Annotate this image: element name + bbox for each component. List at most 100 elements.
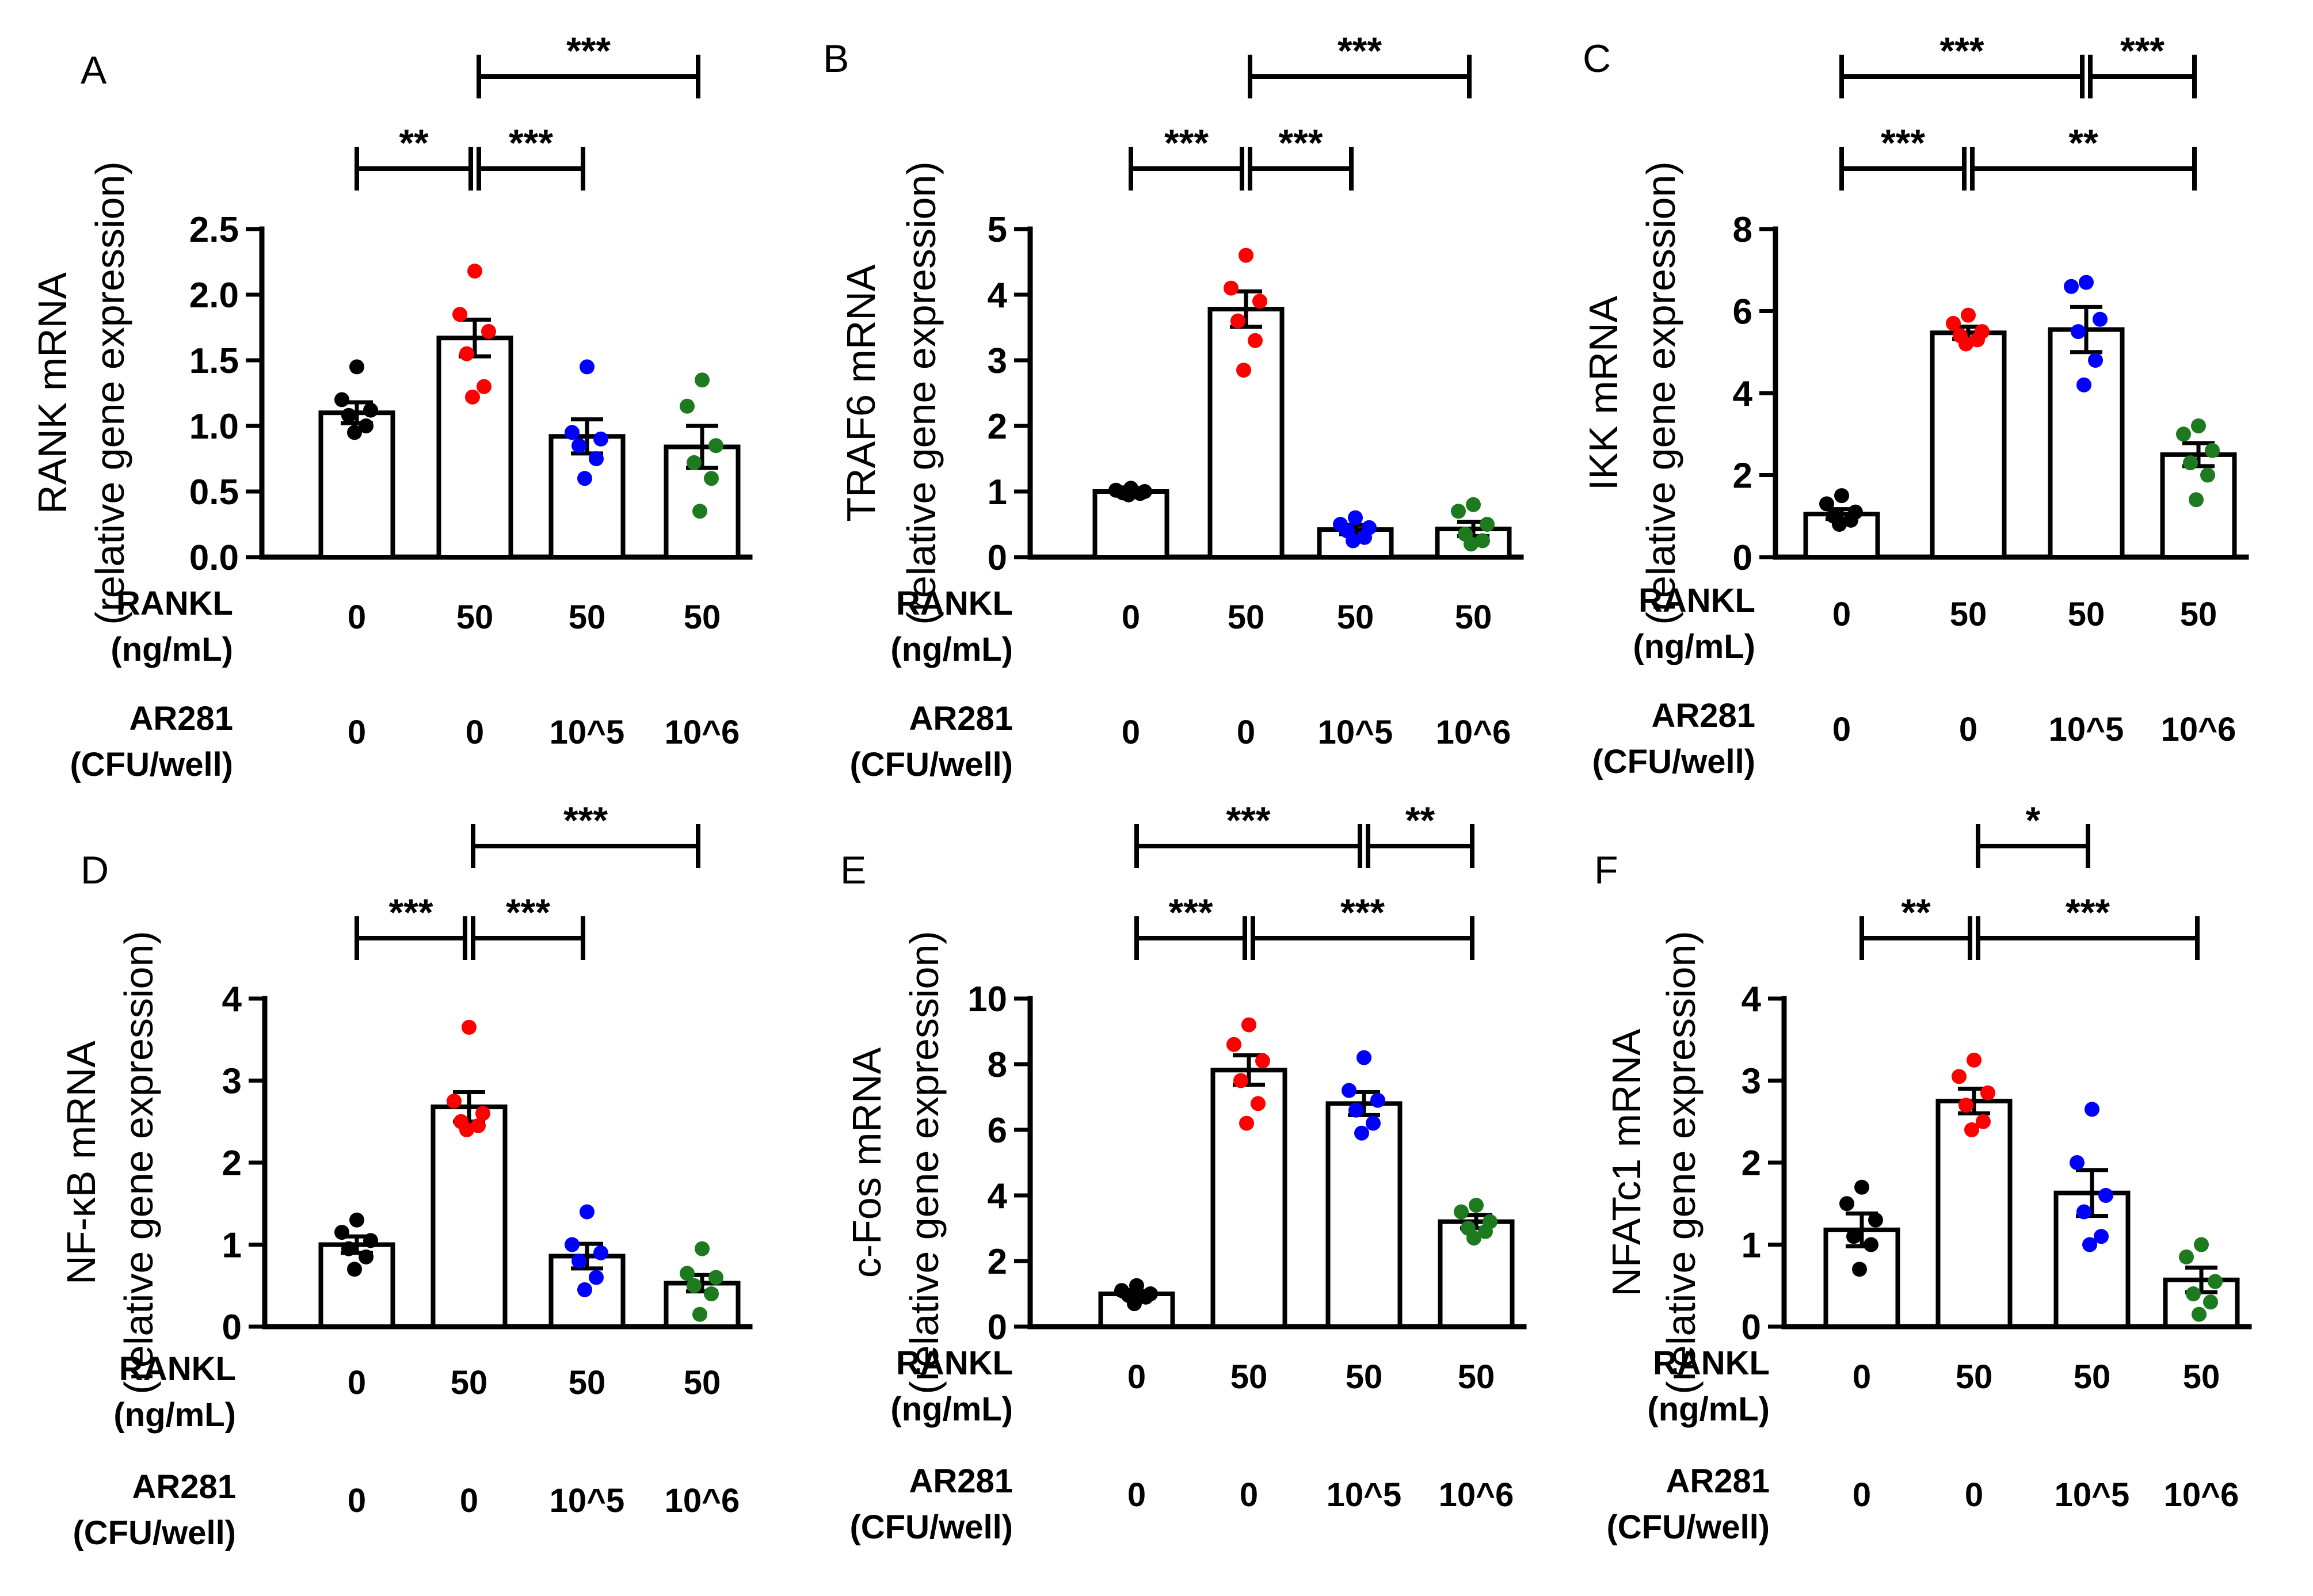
condition-label: RANKL	[119, 1350, 236, 1388]
condition-value: 0	[348, 714, 366, 751]
data-point	[459, 1122, 474, 1137]
data-point	[571, 438, 586, 454]
data-point	[1976, 1114, 1991, 1129]
significance-bracket: ***	[477, 29, 700, 98]
data-point	[2186, 1286, 2201, 1301]
data-point	[2079, 275, 2094, 290]
significance-bracket: **	[1366, 799, 1474, 868]
significance-label: **	[1405, 799, 1435, 841]
y-tick-label: 3	[222, 1062, 242, 1102]
data-point	[1451, 504, 1466, 519]
data-point	[459, 346, 474, 361]
data-point	[1356, 1050, 1371, 1065]
data-point	[1346, 533, 1361, 548]
y-tick-label: 5	[988, 210, 1007, 250]
condition-unit: (ng/mL)	[890, 1391, 1013, 1428]
bar-2	[436, 336, 513, 559]
data-point	[2176, 426, 2191, 442]
data-point	[477, 379, 491, 394]
y-tick-label: 0	[1742, 1308, 1761, 1347]
bar-2	[1935, 1099, 2013, 1329]
condition-label: AR281	[129, 700, 233, 737]
data-point	[341, 407, 356, 423]
data-point	[1967, 1052, 1982, 1068]
data-point	[1854, 1179, 1869, 1195]
significance-bracket: ***	[471, 891, 585, 960]
data-point	[1239, 247, 1253, 263]
y-tick-label: 4	[1733, 374, 1753, 414]
condition-label: RANKL	[1638, 582, 1755, 619]
y-tick-label: 4	[988, 1176, 1008, 1216]
y-tick-label: 0.5	[189, 473, 239, 512]
data-point	[593, 1245, 608, 1260]
data-point	[1466, 1231, 1481, 1246]
condition-value: 50	[1337, 599, 1374, 636]
panel-letter: C	[1583, 37, 1611, 81]
condition-value: 0	[1832, 711, 1851, 748]
y-tick-label: 2.5	[189, 210, 239, 250]
condition-value: 50	[1346, 1358, 1383, 1396]
data-point	[359, 1249, 374, 1264]
y-tick-label: 3	[1742, 1062, 1761, 1102]
significance-label: ***	[1168, 891, 1213, 934]
data-point	[1133, 486, 1148, 501]
data-point	[565, 425, 580, 440]
y-tick-label: 2	[222, 1144, 242, 1183]
data-point	[1348, 1102, 1363, 1118]
significance-label: ***	[509, 121, 553, 164]
significance-label: ***	[388, 891, 433, 934]
y-axis-title: IKK mRNA	[1581, 296, 1626, 491]
data-point	[1846, 1229, 1861, 1244]
y-tick-label: 3	[988, 341, 1007, 381]
condition-value: 0	[348, 1482, 366, 1519]
significance-bracket: ***	[1248, 121, 1354, 191]
condition-value: 10^5	[550, 714, 625, 751]
significance-label: *	[2026, 799, 2041, 841]
data-point	[1255, 1053, 1270, 1069]
y-tick-label: 1	[1742, 1226, 1761, 1266]
data-point	[2076, 377, 2091, 393]
significance-bracket: ***	[2088, 29, 2197, 98]
data-point	[1464, 536, 1479, 552]
data-point	[1970, 332, 1985, 348]
condition-value: 50	[569, 1364, 606, 1401]
data-point	[1834, 488, 1849, 504]
data-point	[1226, 1037, 1241, 1052]
data-point	[341, 1241, 356, 1256]
condition-value: 50	[2180, 596, 2217, 633]
significance-label: ***	[563, 799, 608, 841]
condition-value: 0	[1959, 711, 1977, 748]
data-point	[1469, 1198, 1484, 1213]
significance-label: ***	[1939, 29, 1984, 72]
condition-value: 0	[1240, 1476, 1258, 1514]
significance-label: **	[1901, 891, 1931, 934]
y-axis-subtitle: (relative gene expression)	[902, 931, 947, 1394]
data-point	[1251, 1096, 1266, 1111]
condition-value: 50	[2074, 1358, 2111, 1396]
data-point	[580, 1204, 595, 1220]
condition-label: RANKL	[116, 585, 233, 622]
data-point	[593, 431, 608, 447]
significance-bracket: ***	[355, 891, 467, 960]
data-point	[2203, 1294, 2218, 1310]
data-point	[680, 398, 695, 414]
significance-label: ***	[506, 891, 550, 934]
significance-bracket: **	[1970, 121, 2197, 191]
condition-value: 0	[1965, 1476, 1983, 1514]
y-tick-label: 2	[1742, 1144, 1761, 1183]
data-point	[708, 438, 723, 454]
data-point	[680, 1266, 695, 1281]
condition-unit: (CFU/well)	[73, 1514, 236, 1552]
y-tick-label: 0	[988, 538, 1007, 578]
y-tick-label: 2.0	[189, 276, 239, 315]
condition-unit: (CFU/well)	[1606, 1509, 1770, 1546]
condition-value: 10^6	[2161, 711, 2236, 748]
data-point	[1480, 517, 1495, 532]
data-point	[334, 392, 349, 407]
condition-value: 10^5	[1327, 1476, 1402, 1514]
data-point	[349, 359, 364, 375]
condition-unit: (ng/mL)	[890, 631, 1013, 668]
data-point	[1370, 1092, 1385, 1108]
data-point	[2208, 1274, 2223, 1289]
